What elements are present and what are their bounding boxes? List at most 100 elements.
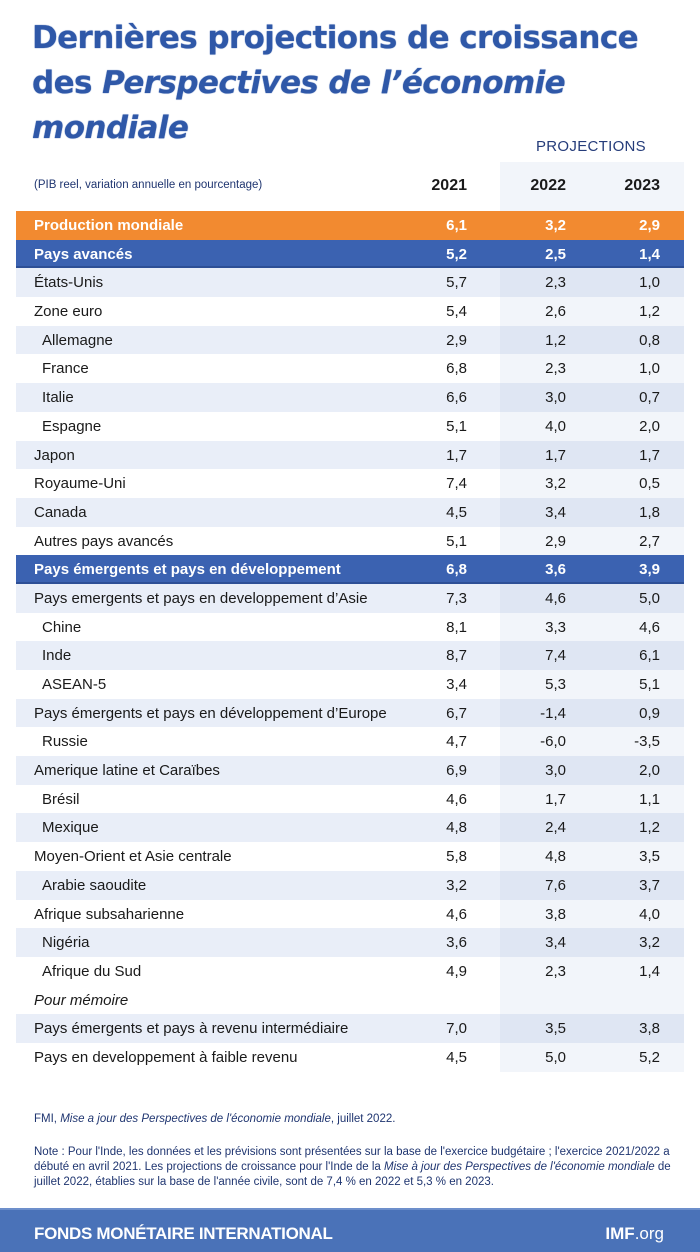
row-label: Moyen-Orient et Asie centrale — [34, 848, 232, 866]
table-row: Zone euro 5,4 2,6 1,2 — [16, 297, 684, 326]
value-2022: 7,6 — [545, 876, 566, 894]
row-label: Italie — [42, 389, 74, 407]
value-2023: 3,2 — [639, 934, 660, 952]
table-row: Arabie saoudite 3,2 7,6 3,7 — [16, 870, 684, 900]
note: Note : Pour l'Inde, les données et les p… — [34, 1145, 674, 1190]
value-2021: 4,6 — [446, 790, 467, 808]
source-line: FMI, Mise a jour des Perspectives de l'é… — [34, 1113, 395, 1125]
value-2023: -3,5 — [634, 733, 660, 751]
footer-org: FONDS MONÉTAIRE INTERNATIONAL — [34, 1224, 333, 1243]
value-2023: 2,0 — [639, 762, 660, 780]
value-2021: 4,8 — [446, 819, 467, 837]
projections-label: PROJECTIONS — [536, 138, 646, 155]
value-2023: 3,9 — [639, 561, 660, 579]
row-label: Chine — [42, 618, 82, 636]
value-2023: 1,2 — [639, 303, 660, 321]
row-label: France — [42, 360, 89, 378]
value-2022: 2,3 — [545, 360, 566, 378]
note-italic: Mise à jour des Perspectives de l'économ… — [383, 1161, 655, 1173]
value-2021: 6,7 — [446, 704, 467, 722]
value-2023: 1,2 — [639, 819, 660, 837]
row-label: Japon — [34, 446, 75, 464]
value-2022: 2,5 — [545, 245, 566, 263]
title-line-2a: des — [32, 65, 103, 101]
value-2022: 5,0 — [545, 1048, 566, 1066]
row-label: États-Unis — [34, 274, 104, 292]
value-2022: 1,7 — [545, 790, 566, 808]
growth-table: Production mondiale 6,1 3,2 2,9 Pays avancés… — [16, 211, 684, 1072]
value-2021: 5,8 — [446, 848, 467, 866]
footer-url-link[interactable]: IMF.org — [605, 1224, 664, 1244]
value-2021: 4,5 — [446, 503, 467, 521]
value-2022: 4,6 — [545, 589, 566, 607]
value-2021: 7,0 — [446, 1020, 467, 1038]
table-row: Italie 6,6 3,0 0,7 — [16, 383, 684, 412]
value-2022: 2,6 — [545, 303, 566, 321]
value-2022: 3,6 — [545, 561, 566, 579]
table-row: Japon 1,7 1,7 1,7 — [16, 440, 684, 470]
note-part-1: Note : Pour l'Inde, les données et les p… — [34, 1146, 670, 1173]
table-row: Autres pays avancés 5,1 2,9 2,7 — [16, 527, 684, 556]
table-row: Pays émergents et pays en développement 6… — [16, 555, 684, 584]
value-2021: 7,4 — [446, 475, 467, 493]
table-row: Royaume-Uni 7,4 3,2 0,5 — [16, 469, 684, 498]
footer-url-bold: IMF — [605, 1224, 635, 1243]
table-row: ASEAN-5 3,4 5,3 5,1 — [16, 670, 684, 699]
row-label: Canada — [34, 503, 87, 521]
year-header-2021: 2021 — [431, 177, 467, 194]
value-2023: 0,7 — [639, 389, 660, 407]
row-label: Pays émergents et pays en développement … — [34, 704, 387, 722]
value-2021: 3,6 — [446, 934, 467, 952]
row-label: Amerique latine et Caraïbes — [34, 762, 220, 780]
value-2022: 1,2 — [545, 331, 566, 349]
row-label: Allemagne — [42, 331, 113, 349]
table-row: Nigéria 3,6 3,4 3,2 — [16, 928, 684, 957]
value-2023: 0,8 — [639, 331, 660, 349]
table-row: Pays en developpement à faible revenu 4,5… — [16, 1043, 684, 1072]
row-label: Pays émergents et pays à revenu interméd… — [34, 1020, 349, 1038]
table-row: Afrique subsaharienne 4,6 3,8 4,0 — [16, 900, 684, 929]
value-2023: 0,5 — [639, 475, 660, 493]
table-row: Pays avancés 5,2 2,5 1,4 — [16, 239, 684, 269]
value-2021: 8,1 — [446, 618, 467, 636]
value-2021: 5,4 — [446, 303, 467, 321]
value-2022: 3,4 — [545, 934, 566, 952]
table-row: Mexique 4,8 2,4 1,2 — [16, 813, 684, 843]
value-2021: 8,7 — [446, 647, 467, 665]
value-2023: 3,5 — [639, 848, 660, 866]
value-2022: 2,3 — [545, 274, 566, 292]
table-row: Brésil 4,6 1,7 1,1 — [16, 785, 684, 814]
value-2021: 6,8 — [446, 561, 467, 579]
year-header-2023: 2023 — [624, 177, 660, 194]
value-2022: 3,3 — [545, 618, 566, 636]
value-2023: 1,0 — [639, 360, 660, 378]
value-2022: 3,5 — [545, 1020, 566, 1038]
value-2023: 1,1 — [639, 790, 660, 808]
value-2022: 3,2 — [545, 217, 566, 234]
value-2021: 5,7 — [446, 274, 467, 292]
table-subtitle: (PIB reel, variation annuelle en pourcen… — [34, 179, 263, 191]
row-label: Pays avancés — [34, 245, 133, 263]
note-part-2: de juillet 2022, établies sur la base de… — [34, 1161, 671, 1188]
table-row: Chine 8,1 3,3 4,6 — [16, 613, 684, 642]
source-suffix: , juillet 2022. — [330, 1113, 396, 1125]
row-label: Nigéria — [42, 934, 90, 952]
table-row: Pays émergents et pays en développement … — [16, 698, 684, 728]
title-line-2b: Perspectives de l’économie — [102, 65, 566, 101]
value-2022: -6,0 — [540, 733, 566, 751]
value-2023: 2,9 — [639, 217, 660, 234]
value-2022: 4,8 — [545, 848, 566, 866]
value-2022: -1,4 — [540, 704, 566, 722]
row-label: Production mondiale — [34, 217, 184, 234]
table-row: Canada 4,5 3,4 1,8 — [16, 497, 684, 527]
value-2023: 0,9 — [639, 704, 660, 722]
projection-columns-shade — [500, 162, 684, 1072]
table-row: Pays emergents et pays en developpement … — [16, 583, 684, 613]
row-label: Pays en developpement à faible revenu — [34, 1048, 298, 1066]
title-line-3: mondiale — [32, 110, 189, 146]
value-2023: 2,0 — [639, 417, 660, 435]
row-label: ASEAN-5 — [42, 676, 107, 693]
table-row: Inde 8,7 7,4 6,1 — [16, 641, 684, 670]
title-line-1: Dernières projections de croissance — [32, 20, 639, 56]
value-2021: 7,3 — [446, 589, 467, 607]
